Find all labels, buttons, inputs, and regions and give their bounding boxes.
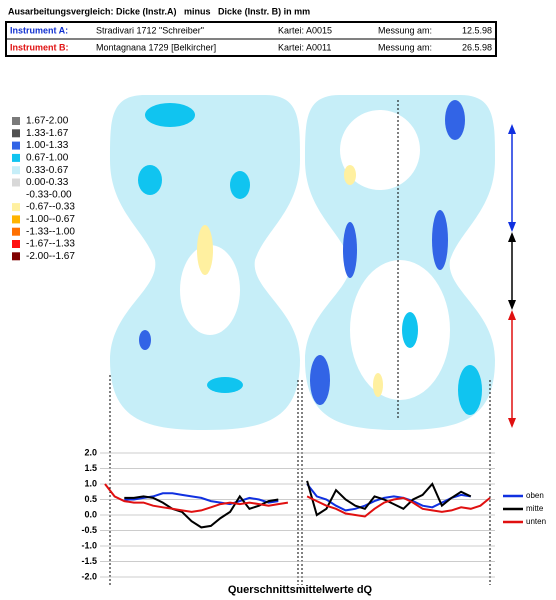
- legend-swatch: [12, 178, 20, 187]
- map-area: [445, 100, 465, 140]
- header-title: Ausarbeitungsvergleich: Dicke (Instr.A) …: [8, 6, 310, 16]
- y-tick-label: -0.5: [81, 525, 97, 535]
- series-line: [104, 483, 491, 518]
- legend-label: -1.33--1.00: [26, 226, 75, 237]
- y-tick-label: 2.0: [84, 447, 97, 457]
- legend-label: 0.67-1.00: [26, 153, 69, 164]
- kartei: Kartei: A0015: [278, 25, 332, 35]
- messung-date: 26.5.98: [462, 42, 492, 52]
- map-area: [145, 103, 195, 127]
- instrument-name: Montagnana 1729 [Belkircher]: [96, 42, 216, 52]
- map-area: [207, 377, 243, 393]
- legend-swatch: [12, 215, 20, 224]
- map-area: [432, 210, 448, 270]
- legend-label: 1.33-1.67: [26, 128, 69, 139]
- region-arrows: [508, 124, 516, 428]
- legend-label: unten: [526, 517, 546, 526]
- legend-label: 0.33-0.67: [26, 165, 69, 176]
- legend-label: -0.33-0.00: [26, 189, 72, 200]
- messung-date: 12.5.98: [462, 25, 492, 35]
- map-area: [373, 373, 383, 397]
- instrument-name: Stradivari 1712 "Schreiber": [96, 25, 204, 35]
- legend-swatch: [12, 117, 20, 125]
- legend-swatch: [12, 240, 20, 248]
- map-area: [458, 365, 482, 415]
- instrument-label: Instrument B:: [10, 42, 69, 52]
- y-tick-label: -1.0: [81, 540, 97, 550]
- legend-label: -0.67--0.33: [26, 202, 75, 213]
- y-tick-label: 0.0: [84, 509, 97, 519]
- legend-swatch: [12, 141, 20, 150]
- legend-label: -1.00--0.67: [26, 214, 75, 225]
- legend-swatch: [12, 153, 20, 162]
- legend-swatch: [12, 203, 20, 212]
- y-tick-label: 0.5: [84, 494, 97, 504]
- legend-swatch: [12, 190, 20, 199]
- y-tick-label: -1.5: [81, 556, 97, 566]
- map-area: [402, 312, 418, 348]
- map-area: [343, 222, 357, 278]
- messung-label: Messung am:: [378, 42, 432, 52]
- legend-label: mitte: [526, 504, 544, 513]
- map-area: [230, 171, 250, 199]
- map-area: [340, 110, 420, 190]
- legend-swatch: [12, 252, 20, 261]
- legend-label: 1.67-2.00: [26, 116, 69, 127]
- y-tick-label: 1.5: [84, 463, 97, 473]
- violin-maps: [110, 95, 495, 430]
- legend-swatch: [12, 227, 20, 236]
- legend-swatch: [12, 129, 20, 138]
- y-tick-label: -2.0: [81, 571, 97, 581]
- map-area: [344, 165, 356, 185]
- kartei: Kartei: A0011: [278, 42, 331, 52]
- x-axis-title: Querschnittsmittelwerte dQ: [228, 584, 373, 596]
- map-area: [310, 355, 330, 405]
- y-tick-label: 1.0: [84, 478, 97, 488]
- legend-label: -1.67--1.33: [26, 239, 75, 250]
- guide-lines: [109, 100, 491, 585]
- legend-label: oben: [526, 491, 544, 500]
- map-area: [197, 225, 213, 275]
- map-area: [180, 245, 240, 335]
- legend-swatch: [12, 166, 20, 175]
- legend-label: 1.00-1.33: [26, 140, 69, 151]
- legend-label: -2.00--1.67: [26, 251, 75, 262]
- map-area: [139, 330, 151, 350]
- map-area: [350, 260, 450, 400]
- legend-label: 0.00-0.33: [26, 177, 69, 188]
- messung-label: Messung am:: [378, 25, 432, 35]
- instrument-label: Instrument A:: [10, 25, 68, 35]
- map-area: [138, 165, 162, 195]
